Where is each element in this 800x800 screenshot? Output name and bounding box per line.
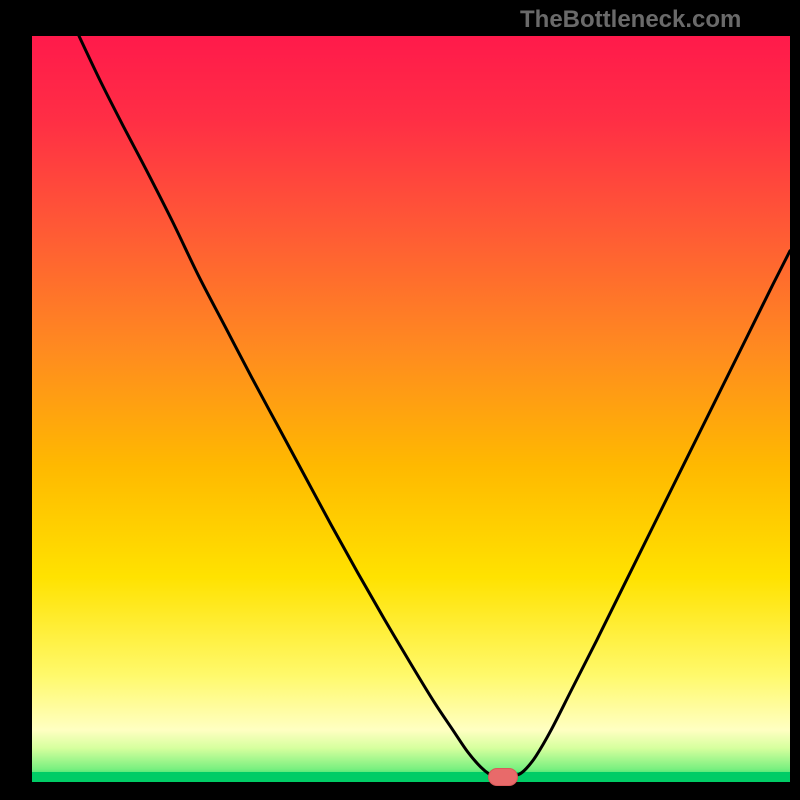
- bottleneck-curve: [32, 36, 790, 782]
- bottleneck-marker: [488, 768, 518, 786]
- chart-plot-area: [32, 36, 790, 782]
- watermark-text: TheBottleneck.com: [520, 6, 741, 34]
